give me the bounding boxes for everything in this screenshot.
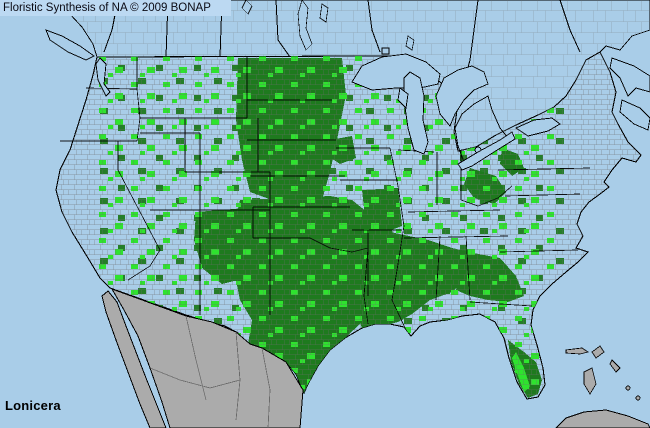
bahamas-islands [565, 345, 641, 401]
us-state-borders [60, 57, 591, 331]
mexico-region [101, 288, 650, 428]
mexico-mainland [110, 288, 304, 428]
title-bar: Floristic Synthesis of NA © 2009 BONAP [0, 0, 231, 16]
lake-erie [457, 131, 516, 171]
ontario-peninsula [454, 95, 509, 163]
vancouver-island [45, 29, 95, 61]
new-brunswick-region [609, 57, 650, 97]
map-title: Floristic Synthesis of NA © 2009 BONAP [3, 2, 211, 14]
canada-counties-texture [55, 0, 650, 151]
taxon-label: Lonicera [5, 398, 61, 413]
great-lakes [95, 53, 561, 171]
nova-scotia-region [619, 99, 650, 131]
province-borders [103, 0, 581, 91]
lake-ontario [515, 117, 561, 137]
green-bay [397, 87, 409, 109]
mexico-state-borders [149, 315, 271, 428]
canada-lakes [241, 0, 415, 55]
lake-huron [435, 65, 489, 127]
puget-sound [95, 57, 111, 97]
lake-michigan [403, 71, 429, 155]
canada-region [45, 0, 650, 152]
baja-california [101, 290, 167, 428]
